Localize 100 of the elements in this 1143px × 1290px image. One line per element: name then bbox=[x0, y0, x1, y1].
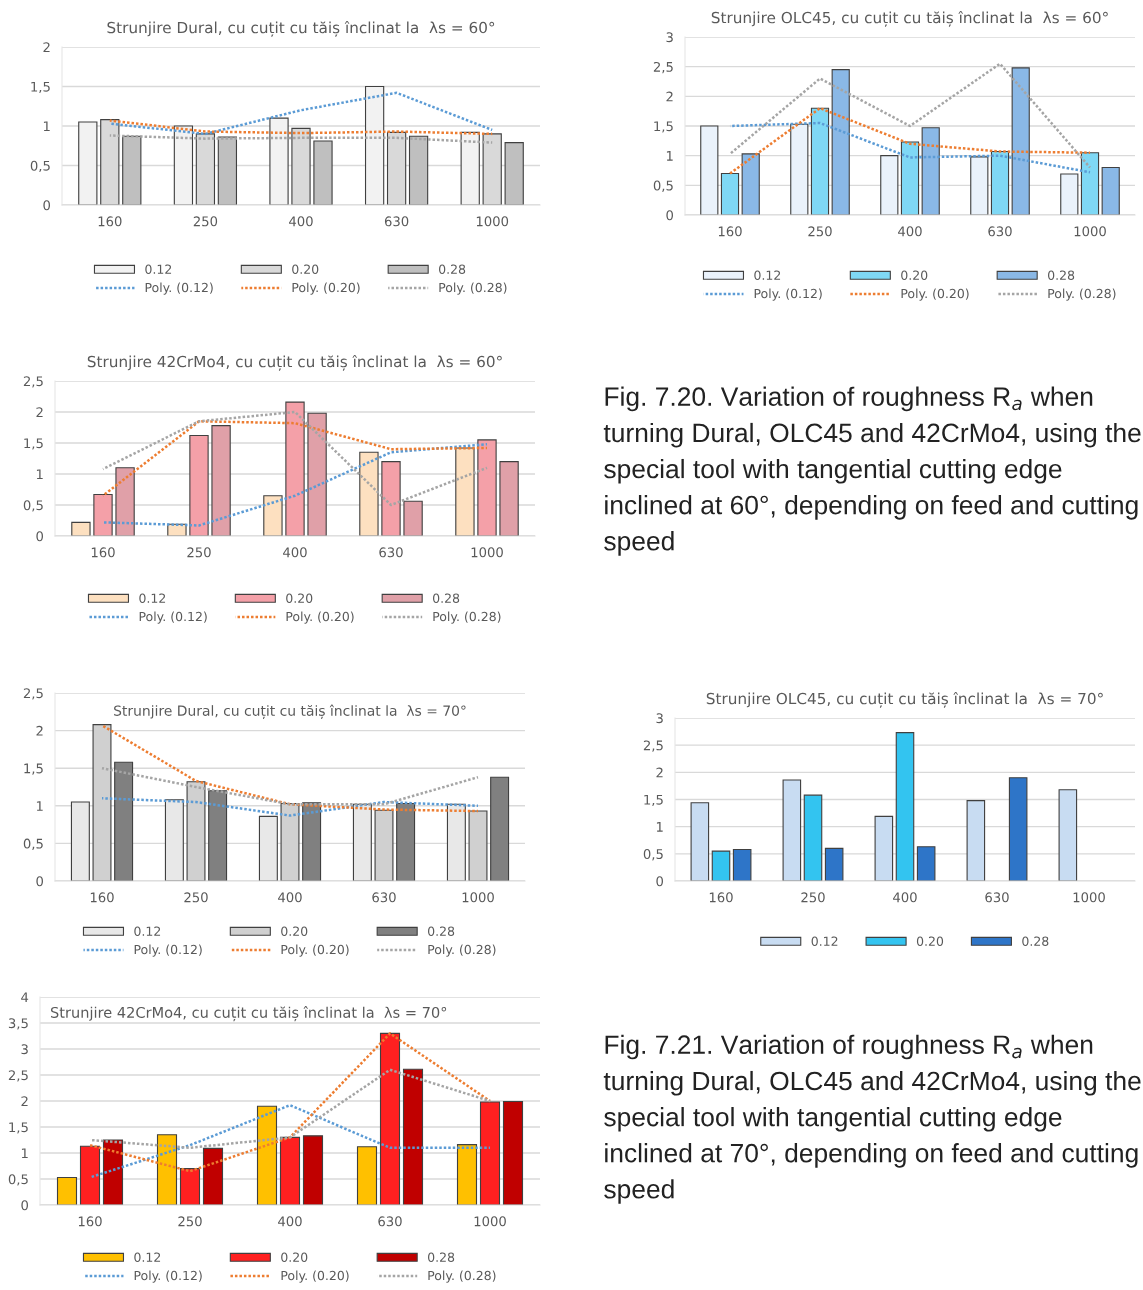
legend-label: 0.28 bbox=[428, 926, 455, 936]
text: Strunjire Dural, cu cuțit cu tăiș înclinat la λs = 70° bbox=[114, 704, 466, 720]
bar bbox=[78, 121, 98, 205]
legend-label: 0.12 bbox=[134, 1252, 161, 1262]
bar bbox=[269, 117, 289, 205]
bar bbox=[880, 155, 899, 215]
bar bbox=[307, 412, 327, 536]
x-tick-label: 160 bbox=[78, 1216, 102, 1227]
x-tick-label: 400 bbox=[289, 216, 313, 227]
bar bbox=[1011, 67, 1030, 215]
y-tick-label: 0 bbox=[21, 1200, 29, 1211]
bar bbox=[1101, 166, 1120, 215]
legend-label: Poly. (0.28) bbox=[433, 611, 501, 624]
legend-label: Poly. (0.12) bbox=[145, 282, 213, 295]
bar bbox=[690, 802, 710, 881]
x-tick-label: 1000 bbox=[471, 547, 503, 558]
x-tick-label: 1000 bbox=[462, 892, 494, 903]
bar bbox=[700, 125, 719, 215]
bar bbox=[179, 1168, 201, 1205]
bar bbox=[782, 779, 802, 881]
legend-label: 0.28 bbox=[439, 264, 466, 274]
x-tick-label: 630 bbox=[384, 216, 409, 227]
bar bbox=[446, 803, 466, 881]
bar bbox=[1080, 152, 1100, 215]
y-tick-label: 1,5 bbox=[24, 763, 43, 775]
bar bbox=[279, 1136, 301, 1205]
bar bbox=[477, 439, 497, 536]
bar bbox=[364, 85, 385, 205]
bar bbox=[256, 1105, 278, 1205]
legend-label: 0.28 bbox=[1022, 936, 1049, 946]
x-tick-label: 250 bbox=[187, 547, 211, 558]
y-tick-label: 0,5 bbox=[653, 180, 673, 192]
legend-label: Poly. (0.20) bbox=[286, 611, 354, 624]
bar bbox=[874, 815, 894, 881]
bar bbox=[102, 1139, 124, 1205]
bar bbox=[70, 801, 90, 881]
x-tick-label: 400 bbox=[898, 226, 922, 237]
bar bbox=[359, 451, 379, 536]
bar bbox=[490, 776, 510, 881]
legend-label: 0.12 bbox=[145, 264, 172, 274]
bar bbox=[824, 847, 844, 881]
line-series bbox=[100, 724, 480, 813]
y-tick-label: 1 bbox=[21, 1148, 28, 1159]
line-series bbox=[108, 91, 494, 136]
y-tick-label: 0,5 bbox=[30, 160, 50, 173]
y-tick-label: 0 bbox=[43, 200, 51, 211]
bar bbox=[122, 135, 142, 205]
y-tick-label: 1 bbox=[656, 822, 663, 832]
bar bbox=[479, 1101, 501, 1205]
x-tick-label: 250 bbox=[808, 226, 832, 237]
y-tick-label: 3 bbox=[21, 1044, 28, 1055]
line-series bbox=[108, 134, 494, 144]
x-tick-label: 250 bbox=[801, 892, 825, 903]
chart-title: Strunjire 42CrMo4, cu cuțit cu tăiș înclinat la λs = 60° bbox=[87, 354, 502, 371]
legend-label: Poly. (0.20) bbox=[901, 288, 969, 301]
y-tick-label: 4 bbox=[21, 992, 29, 1003]
y-tick-label: 1 bbox=[43, 121, 50, 132]
y-tick-label: 2 bbox=[43, 42, 50, 53]
bar bbox=[302, 1135, 324, 1205]
x-tick-label: 630 bbox=[379, 547, 403, 558]
bar bbox=[895, 732, 915, 881]
bar bbox=[115, 467, 135, 536]
legend-label: Poly. (0.12) bbox=[754, 288, 822, 301]
bar bbox=[460, 131, 480, 205]
legend-label: 0.28 bbox=[433, 593, 460, 603]
bar bbox=[990, 150, 1010, 215]
y-tick-label: 2,5 bbox=[23, 688, 43, 700]
legend-label: 0.20 bbox=[281, 926, 308, 936]
bar bbox=[916, 846, 936, 881]
legend-label: Poly. (0.20) bbox=[281, 1270, 349, 1283]
bar bbox=[79, 1145, 101, 1205]
bar bbox=[1008, 777, 1028, 881]
bar bbox=[173, 125, 194, 205]
line-series bbox=[101, 410, 489, 507]
line-series bbox=[101, 420, 489, 497]
bar bbox=[352, 803, 372, 881]
chart-title: Strunjire Dural, cu cuțit cu tăiș înclinat la λs = 60° bbox=[107, 20, 495, 37]
y-tick-label: 2 bbox=[21, 1096, 28, 1107]
y-tick-label: 3,5 bbox=[8, 1018, 28, 1030]
bar bbox=[900, 141, 920, 215]
legend-label: 0.20 bbox=[292, 264, 319, 274]
bar bbox=[217, 136, 238, 205]
legend-label: 0.20 bbox=[916, 936, 944, 946]
bar bbox=[803, 794, 823, 881]
legend-label: Poly. (0.28) bbox=[428, 1270, 496, 1283]
y-tick-label: 1 bbox=[666, 151, 673, 161]
x-tick-label: 250 bbox=[184, 892, 208, 903]
bar bbox=[711, 850, 731, 881]
x-tick-label: 250 bbox=[193, 216, 218, 227]
legend-label: Poly. (0.12) bbox=[134, 944, 202, 957]
x-tick-label: 630 bbox=[988, 226, 1012, 237]
bar bbox=[1058, 789, 1078, 881]
bar bbox=[302, 802, 322, 881]
y-tick-label: 1 bbox=[36, 469, 43, 480]
bar bbox=[258, 815, 278, 881]
y-tick-label: 0 bbox=[36, 876, 44, 887]
x-tick-label: 160 bbox=[718, 226, 742, 237]
x-tick-label: 160 bbox=[98, 216, 122, 227]
legend-label: Poly. (0.28) bbox=[1048, 288, 1116, 301]
legend-label: Poly. (0.28) bbox=[428, 944, 496, 957]
